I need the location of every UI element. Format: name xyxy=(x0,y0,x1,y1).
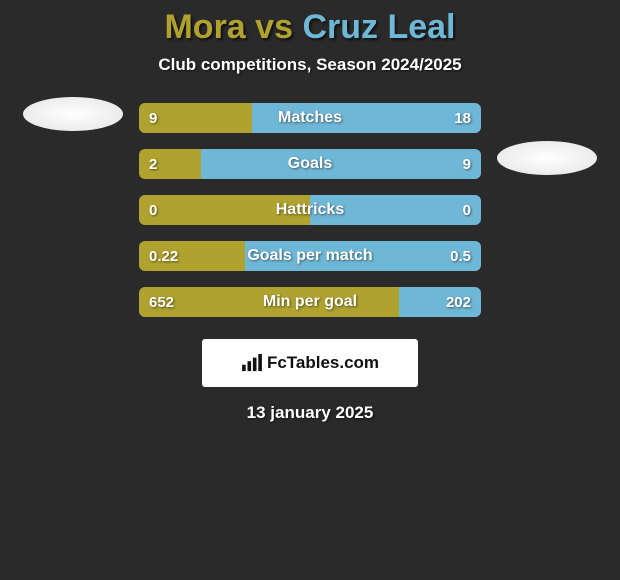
bar-segment-right xyxy=(245,241,481,271)
bar-segment-left xyxy=(139,287,399,317)
bar-row: Matches918 xyxy=(139,103,481,133)
bar-row: Hattricks00 xyxy=(139,195,481,225)
bar-segment-right xyxy=(399,287,481,317)
brand-text: FcTables.com xyxy=(267,353,379,373)
title-player2: Cruz Leal xyxy=(302,8,455,46)
bars-container: Matches918 Goals29 Hattricks00 Goals per ma… xyxy=(139,103,481,317)
footer-date: 13 january 2025 xyxy=(0,403,620,423)
title-player1: Mora xyxy=(164,8,245,46)
bar-segment-left xyxy=(139,241,245,271)
bar-row: Goals29 xyxy=(139,149,481,179)
bar-segment-left xyxy=(139,195,310,225)
comparison-chart: Matches918 Goals29 Hattricks00 Goals per ma… xyxy=(0,103,620,317)
bar-row: Goals per match0.220.5 xyxy=(139,241,481,271)
title-vs: vs xyxy=(255,8,293,46)
bar-segment-left xyxy=(139,149,201,179)
barchart-icon xyxy=(241,354,263,372)
bar-segment-right xyxy=(201,149,481,179)
bar-segment-right xyxy=(252,103,481,133)
page-title: Mora vs Cruz Leal xyxy=(0,0,620,47)
bar-row: Min per goal652202 xyxy=(139,287,481,317)
player2-avatar xyxy=(497,141,597,175)
bar-segment-left xyxy=(139,103,252,133)
subtitle: Club competitions, Season 2024/2025 xyxy=(0,55,620,75)
bar-segment-right xyxy=(310,195,481,225)
brand-box[interactable]: FcTables.com xyxy=(202,339,418,387)
player1-avatar xyxy=(23,97,123,131)
